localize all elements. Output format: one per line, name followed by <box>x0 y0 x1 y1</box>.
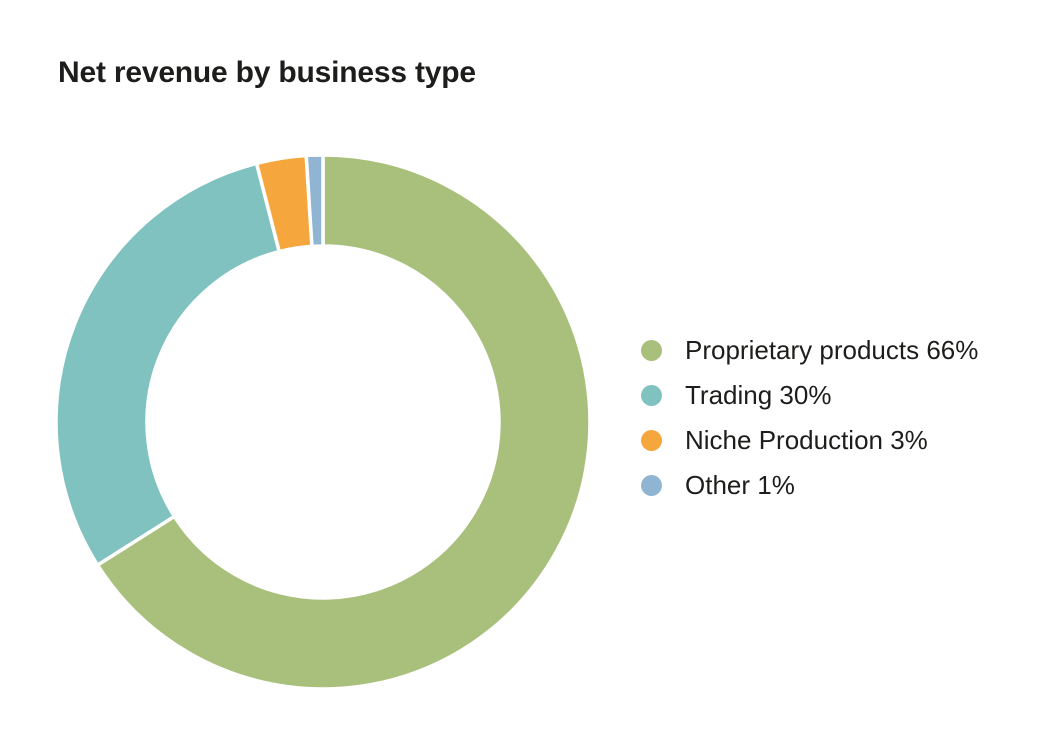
legend-item-other: Other 1% <box>641 470 978 500</box>
legend-swatch-trading <box>641 384 662 406</box>
legend-label-proprietary-products: Proprietary products 66% <box>685 335 979 365</box>
chart-title: Net revenue by business type <box>58 56 476 89</box>
donut-segment-proprietary-products <box>95 153 592 691</box>
chart-legend: Proprietary products 66% Trading 30% Niche… <box>641 335 978 515</box>
legend-swatch-other <box>641 474 662 496</box>
legend-label-trading: Trading 30% <box>685 380 832 410</box>
donut-segment-trading <box>54 161 282 568</box>
legend-swatch-proprietary-products <box>641 339 662 361</box>
legend-item-niche-production: Niche Production 3% <box>641 425 978 455</box>
legend-label-other: Other 1% <box>685 470 795 500</box>
legend-item-trading: Trading 30% <box>641 380 978 410</box>
legend-swatch-niche-production <box>641 429 662 451</box>
donut-segment-other <box>304 153 325 249</box>
legend-item-proprietary-products: Proprietary products 66% <box>641 335 978 365</box>
legend-label-niche-production: Niche Production 3% <box>685 425 928 455</box>
